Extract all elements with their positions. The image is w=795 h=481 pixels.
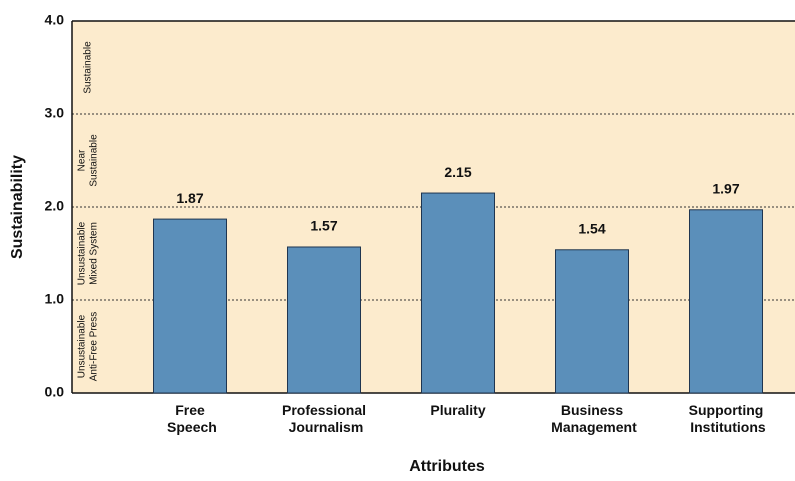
zone-label: Near xyxy=(77,149,88,171)
value-label: 1.87 xyxy=(176,190,203,206)
y-tick-label: 1.0 xyxy=(45,291,65,307)
bar xyxy=(689,209,763,394)
zone-label: Sustainable xyxy=(83,41,94,94)
zone-label: Unsustainable xyxy=(77,314,88,378)
zone-label: Anti-Free Press xyxy=(89,312,100,381)
x-tick-label: Professional Journalism xyxy=(282,402,366,435)
x-tick-label: Business Management xyxy=(547,402,637,435)
zone-label: Mixed System xyxy=(89,222,100,285)
bar xyxy=(287,246,361,394)
y-axis-title: Sustainability xyxy=(9,155,26,259)
y-tick-label: 0.0 xyxy=(45,384,65,400)
y-tick-label: 2.0 xyxy=(45,198,65,214)
value-label: 1.54 xyxy=(578,220,605,236)
value-label: 1.97 xyxy=(712,180,739,196)
value-label: 2.15 xyxy=(444,164,471,180)
value-label: 1.57 xyxy=(310,218,337,234)
x-tick-label: Supporting Institutions xyxy=(686,402,766,435)
y-tick-label: 4.0 xyxy=(45,12,65,28)
zone-label: Sustainable xyxy=(89,134,100,187)
y-tick-label: 3.0 xyxy=(45,105,65,121)
zone-label: Unsustainable xyxy=(77,221,88,285)
bar xyxy=(153,218,227,394)
x-axis-title: Attributes xyxy=(409,458,485,475)
x-tick-label: Free Speech xyxy=(163,402,217,435)
x-tick-label: Plurality xyxy=(430,402,485,418)
bar xyxy=(421,192,495,394)
bar xyxy=(555,249,629,394)
